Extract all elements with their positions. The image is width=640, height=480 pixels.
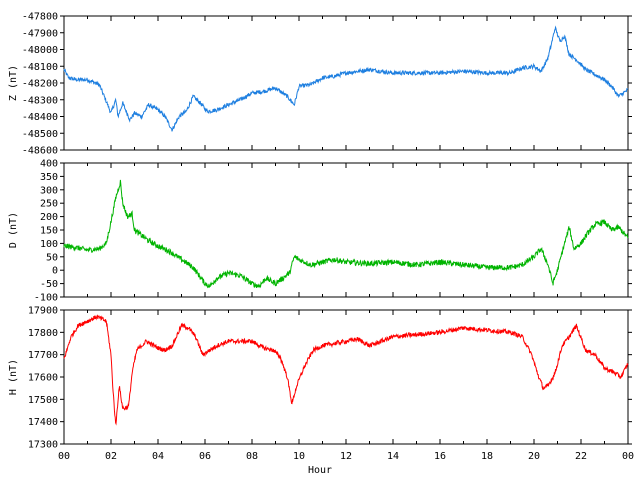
x-tick-label: 16 [434,451,446,462]
d-y-tick-label: 50 [46,252,58,263]
z-y-tick-label: -48400 [22,112,58,123]
x-tick-label: 20 [528,451,540,462]
z-y-tick-label: -48600 [22,146,58,157]
h-series-line [63,314,629,426]
z-y-tick-label: -47900 [22,28,58,39]
z-panel: -47800 -47900 -48000 -48100 -48200 -48300 -484… [8,12,632,157]
h-axis-title: H (nT) [8,359,19,395]
d-series-line [63,179,629,289]
h-y-tick-label: 17700 [28,350,58,361]
d-y-tick-label: 350 [40,172,58,183]
z-y-tick-label: -48300 [22,95,58,106]
x-tick-label: 00 [622,451,634,462]
x-tick-label: 04 [152,451,164,462]
z-y-tick-label: -48200 [22,79,58,90]
z-y-tick-label: -48100 [22,62,58,73]
x-axis: 00 02 04 06 08 10 12 14 16 18 20 22 00 [58,451,634,462]
z-series-line [63,25,629,132]
d-y-tick-label: 250 [40,199,58,210]
z-y-tick-label: -47800 [22,12,58,23]
h-y-tick-label: 17400 [28,417,58,428]
d-y-tick-label: 300 [40,185,58,196]
x-tick-label: 22 [575,451,587,462]
x-tick-label: 00 [58,451,70,462]
d-y-tick-label: 400 [40,159,58,170]
d-panel: 400 350 300 250 200 150 100 50 0 -50 -100 D (nT) [8,159,632,304]
h-y-tick-label: 17300 [28,440,58,451]
d-y-tick-label: 200 [40,212,58,223]
d-axis-title: D (nT) [8,212,19,248]
x-tick-label: 12 [340,451,352,462]
x-axis-title: Hour [308,465,332,476]
z-axis-title: Z (nT) [8,65,19,101]
d-y-tick-label: 100 [40,239,58,250]
d-y-tick-label: -50 [40,279,58,290]
d-y-tick-label: 0 [52,266,58,277]
x-tick-label: 06 [199,451,211,462]
x-tick-label: 18 [481,451,493,462]
z-y-tick-label: -48500 [22,129,58,140]
x-tick-label: 14 [387,451,399,462]
x-tick-label: 08 [246,451,258,462]
h-y-tick-label: 17500 [28,395,58,406]
x-tick-label: 02 [105,451,117,462]
x-tick-label: 10 [293,451,305,462]
h-y-tick-label: 17600 [28,373,58,384]
h-y-tick-label: 17900 [28,306,58,317]
d-y-tick-label: 150 [40,226,58,237]
h-y-tick-label: 17800 [28,328,58,339]
z-y-tick-label: -48000 [22,45,58,56]
d-y-tick-label: -100 [34,293,58,304]
h-panel: 17900 17800 17700 17600 17500 17400 17300 H (n… [8,306,632,451]
